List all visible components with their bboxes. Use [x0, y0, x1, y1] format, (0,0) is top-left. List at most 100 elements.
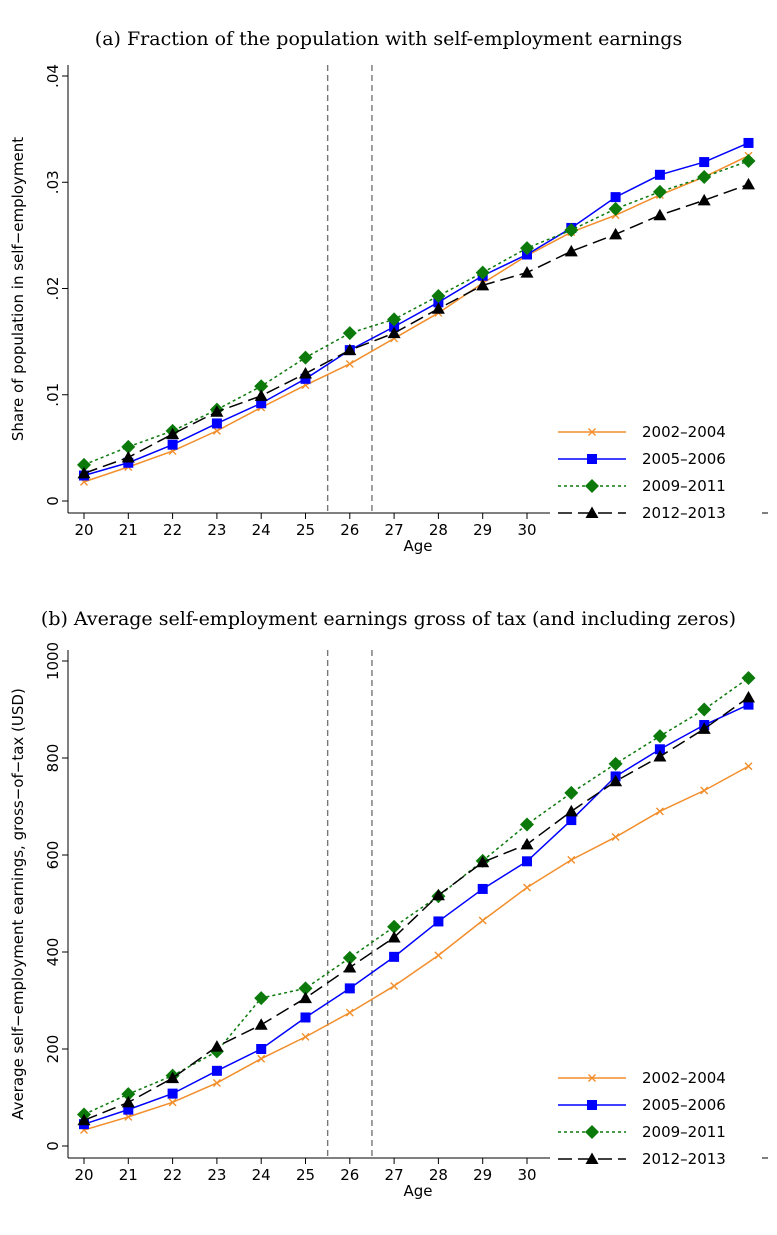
chart-b-x-tick-label: 23 [207, 1166, 226, 1184]
chart-a-data-point [699, 157, 710, 168]
chart-a-series-line [83, 142, 749, 477]
chart-a-data-point [743, 137, 754, 148]
chart-a-data-point [564, 223, 579, 238]
chart-b-data-point [301, 1032, 310, 1041]
chart-b-data-point [167, 1088, 178, 1099]
chart-a-data-point [300, 373, 311, 384]
chart-b-legend-box [550, 1056, 762, 1182]
chart-a-legend-label: 2005–2006 [642, 450, 726, 468]
chart-b-y-tick-label: 400 [44, 938, 62, 967]
chart-a-x-tick-label: 29 [473, 521, 492, 539]
chart-b-legend: 2002–2004 2005–2006 2009–2011 2012–2013 [550, 1056, 762, 1182]
chart-b-data-point [345, 1008, 354, 1017]
chart-a-data-point [77, 466, 91, 479]
chart-b-data-point [741, 670, 756, 685]
chart-b-data-point [433, 916, 444, 927]
chart-b-series-line [83, 696, 749, 1121]
chart-a-x-tick-label: 21 [119, 521, 138, 539]
chart-b-legend-label: 2009–2011 [642, 1123, 726, 1141]
chart-b-data-point [390, 981, 399, 990]
chart-a-data-point [476, 278, 490, 291]
chart-b-data-point [520, 817, 534, 832]
chart-a-data-point [520, 241, 534, 256]
chart-b-data-point [611, 833, 620, 842]
chart-a-data-point [609, 227, 623, 240]
chart-a-series-line [83, 160, 749, 466]
chart-a-x-tick-label: 28 [429, 521, 448, 539]
chart-a-data-point [166, 427, 180, 440]
chart-b-legend-marker [587, 1100, 597, 1110]
chart-a-legend-label: 2012–2013 [642, 504, 726, 522]
chart-a-x-tick-label: 22 [163, 521, 182, 539]
chart-b-series-0 [80, 762, 753, 1134]
chart-a-data-point [254, 389, 268, 401]
chart-a-data-point [254, 379, 269, 394]
chart-b-data-point [697, 702, 712, 717]
chart-a-y-tick-label: .02 [44, 277, 62, 301]
chart-b-data-point [477, 883, 488, 894]
chart-a-series-line [83, 183, 749, 475]
chart-b-data-point [166, 1071, 180, 1084]
chart-b-data-point [655, 807, 664, 816]
chart-a-data-point [654, 169, 665, 180]
chart-a-data-point [343, 343, 357, 356]
chart-b-data-point [478, 916, 487, 925]
chart-b-series-line [83, 677, 749, 1116]
chart-b-data-point [742, 690, 755, 703]
chart-a-data-point [564, 244, 578, 257]
chart-a-data-point [210, 405, 224, 417]
chart-a-x-tick-label: 26 [340, 521, 359, 539]
chart-a-legend-box [550, 410, 762, 536]
chart-b-data-point [743, 699, 754, 710]
chart-b-data-point [389, 951, 400, 962]
chart-b-data-point [567, 855, 576, 864]
chart-b-title: (b) Average self-employment earnings gro… [40, 608, 737, 630]
chart-a-data-point [77, 457, 91, 472]
chart-a-y-tick-label: 0 [44, 496, 62, 506]
chart-b-data-point [653, 750, 667, 762]
chart-a-data-point [653, 208, 667, 221]
chart-b-x-axis-label: Age [403, 1182, 432, 1200]
chart-b-data-point [523, 883, 531, 892]
chart-a-data-point [475, 265, 490, 280]
chart-b-data-point [342, 950, 357, 965]
chart-b-data-point [564, 804, 578, 817]
chart-b-x-tick-label: 26 [340, 1166, 359, 1184]
chart-b-x-tick-label: 29 [473, 1166, 492, 1184]
chart-b-data-point [609, 774, 623, 787]
chart-a-data-point [741, 154, 756, 168]
chart-b-data-point [298, 981, 313, 996]
chart-b-data-point [299, 991, 312, 1004]
chart-a-data-point [520, 266, 534, 278]
chart-a-data-point [387, 326, 401, 339]
chart-b-x-tick-label: 27 [385, 1166, 404, 1184]
chart-b-data-point [387, 930, 401, 943]
chart-b: 0200400600800100020212223242526272829303… [9, 642, 768, 1200]
chart-b-data-point [522, 856, 532, 867]
chart-a-data-point [299, 367, 312, 379]
chart-b-data-point [121, 1087, 136, 1102]
chart-b-data-point [652, 729, 667, 744]
chart-b-data-point [700, 786, 709, 795]
chart-b-y-tick-label: 200 [44, 1035, 62, 1064]
chart-a-y-tick-label: .03 [44, 170, 62, 194]
chart-b-legend-marker [585, 1125, 599, 1139]
chart-b-data-point [254, 991, 269, 1006]
chart-a-x-tick-label: 24 [252, 521, 271, 539]
chart-b-legend-marker [588, 1074, 596, 1082]
chart-b-data-point [210, 1040, 224, 1052]
chart-b-data-point [520, 837, 534, 850]
chart-a-data-point [212, 426, 221, 435]
chart-a-data-point [431, 302, 445, 314]
chart-a-y-tick-label: .01 [44, 383, 62, 407]
chart-b-data-point [697, 722, 711, 734]
chart-a-data-point [652, 184, 667, 199]
chart-b-data-point [211, 1065, 222, 1076]
chart-a-legend-label: 2009–2011 [642, 477, 726, 495]
chart-a-x-tick-label: 23 [207, 521, 226, 539]
chart-b-data-point [387, 919, 402, 934]
chart-a-data-point [697, 193, 711, 206]
chart-b-data-point [121, 1095, 135, 1108]
chart-a-data-point [121, 450, 135, 463]
chart-b-series-2 [77, 670, 756, 1122]
